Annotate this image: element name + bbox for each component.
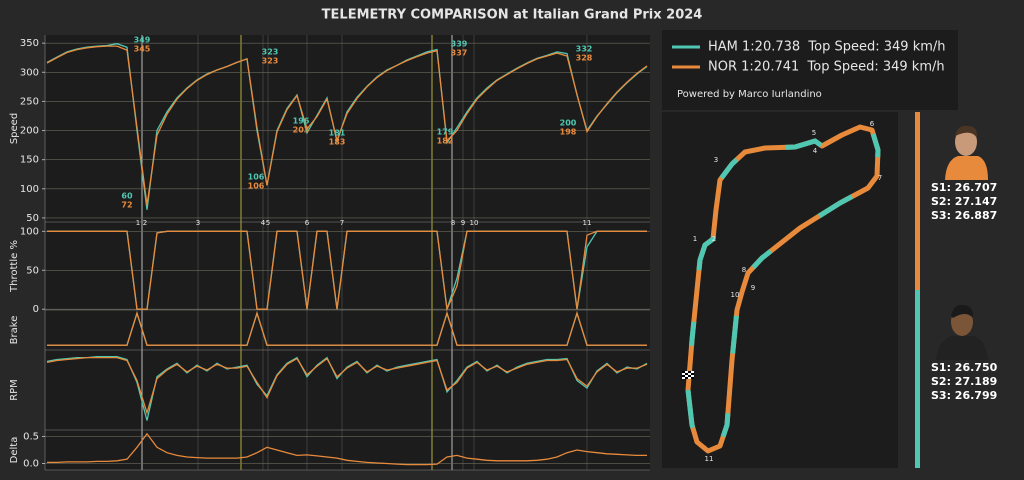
track-corner-label: 9 xyxy=(751,284,755,292)
speed-annotation: 203 xyxy=(293,126,310,135)
corner-number: 6 xyxy=(305,219,310,227)
y-tick-label: 150 xyxy=(20,155,39,166)
speed-annotation: 349 xyxy=(134,36,151,45)
legend-box xyxy=(662,30,958,110)
start-flag xyxy=(682,371,694,379)
speed-annotation: 337 xyxy=(451,49,468,58)
hair xyxy=(955,125,978,138)
flag-checks xyxy=(682,371,694,379)
plot-area xyxy=(45,35,650,470)
track-corner-label: 6 xyxy=(870,120,875,128)
y-tick-label: 300 xyxy=(20,67,39,78)
sector-time: S1: 26.707 xyxy=(931,181,997,194)
suit xyxy=(936,336,988,360)
speed-annotation: 332 xyxy=(576,45,593,54)
sector-bar-ham xyxy=(915,290,920,468)
track-corner-label: 10 xyxy=(731,291,740,299)
speed-annotation: 106 xyxy=(248,173,265,182)
speed-annotation: 323 xyxy=(262,48,279,57)
track-corner-label: 1 xyxy=(693,235,697,243)
y-axis-label: Brake xyxy=(9,316,20,345)
speed-annotation: 200 xyxy=(560,119,577,128)
legend-entry: HAM 1:20.738 Top Speed: 349 km/h xyxy=(708,40,946,55)
speed-annotation: 179 xyxy=(437,128,454,137)
y-tick-label: 0.5 xyxy=(23,431,39,442)
series-line xyxy=(47,230,647,312)
credit: Powered by Marco Iurlandino xyxy=(677,89,822,100)
corner-number: 5 xyxy=(266,219,270,227)
speed-annotation: 328 xyxy=(576,54,593,63)
sector-time: S3: 26.799 xyxy=(931,389,997,402)
corner-number: 9 xyxy=(461,219,465,227)
y-tick-label: 100 xyxy=(20,226,39,237)
speed-annotation: 196 xyxy=(293,117,310,126)
track-map-panel xyxy=(662,112,898,468)
hair xyxy=(951,304,974,318)
y-tick-label: 100 xyxy=(20,184,39,195)
y-axis-label: Throttle % xyxy=(9,240,20,293)
flag xyxy=(682,371,694,379)
y-tick-label: 350 xyxy=(20,38,39,49)
suit xyxy=(945,156,988,180)
speed-annotation: 182 xyxy=(437,137,454,146)
track-corner-label: 2 xyxy=(712,235,716,243)
track-corner-label: 7 xyxy=(878,174,882,182)
track-corners: 1 2 3 4 5 6 7 8 9 10 11 xyxy=(693,120,882,463)
track-corner-label: 8 xyxy=(742,266,746,274)
series-line xyxy=(46,45,648,206)
speed-annotation: 72 xyxy=(121,201,132,210)
corner-number: 11 xyxy=(583,219,592,227)
y-axis-label: Delta xyxy=(9,437,20,464)
sector-time: S3: 26.887 xyxy=(931,209,997,222)
series-line xyxy=(47,311,647,346)
speed-annotation: 339 xyxy=(451,40,468,49)
corner-number: 2 xyxy=(143,219,147,227)
y-tick-label: 250 xyxy=(20,96,39,107)
y-tick-label: 50 xyxy=(26,213,39,224)
speed-annotation: 181 xyxy=(329,129,346,138)
track-corner-label: 3 xyxy=(714,156,718,164)
corner-number: 8 xyxy=(451,219,455,227)
speed-annotation: 183 xyxy=(329,138,346,147)
sector-time: S2: 27.189 xyxy=(931,375,997,388)
driver-photo-ham xyxy=(936,304,988,360)
chart-title: TELEMETRY COMPARISON at Italian Grand Pr… xyxy=(322,8,703,23)
corner-number: 3 xyxy=(196,219,200,227)
face xyxy=(955,128,977,156)
y-axis-label: Speed xyxy=(9,113,20,144)
y-tick-label: 50 xyxy=(26,265,39,276)
speed-annotation: 106 xyxy=(248,182,265,191)
sector-time: S2: 27.147 xyxy=(931,195,997,208)
series-line xyxy=(46,356,648,416)
sector-time: S1: 26.750 xyxy=(931,361,998,374)
track-corner-label: 4 xyxy=(813,147,818,155)
corner-number: 10 xyxy=(470,219,479,227)
series-line xyxy=(46,356,648,421)
series-line xyxy=(47,432,647,466)
speed-annotation: 345 xyxy=(134,45,151,54)
y-tick-label: 200 xyxy=(20,126,39,137)
track-corner-label: 11 xyxy=(705,455,714,463)
corner-number: 1 xyxy=(136,219,140,227)
corner-number: 7 xyxy=(340,219,344,227)
speed-annotation: 60 xyxy=(121,192,133,201)
driver-photo-nor xyxy=(945,125,988,180)
y-axis-label: RPM xyxy=(9,379,20,401)
y-tick-label: 0 xyxy=(33,304,39,315)
y-tick-label: 0.0 xyxy=(23,459,39,470)
track-outline xyxy=(685,124,881,454)
track-corner-label: 5 xyxy=(812,129,816,137)
legend-entry: NOR 1:20.741 Top Speed: 349 km/h xyxy=(708,60,945,75)
corner-number: 4 xyxy=(261,219,266,227)
speed-annotation: 198 xyxy=(560,128,577,137)
speed-annotation: 323 xyxy=(262,57,279,66)
sector-bar-nor xyxy=(915,112,920,290)
